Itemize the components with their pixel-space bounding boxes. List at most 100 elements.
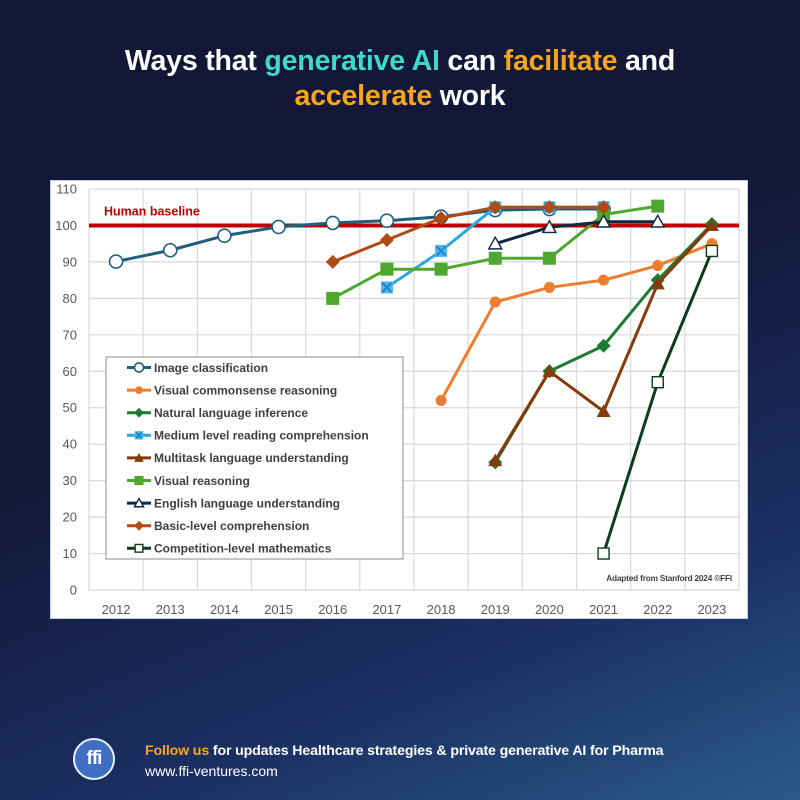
legend-item[interactable]: Visual commonsense reasoning bbox=[127, 383, 337, 397]
y-tick-label: 20 bbox=[63, 510, 77, 525]
x-tick-label: 2017 bbox=[372, 602, 401, 617]
legend-item[interactable]: Medium level reading comprehension bbox=[127, 429, 369, 443]
legend-label: Competition-level mathematics bbox=[154, 542, 332, 556]
logo-text: ffi bbox=[86, 748, 103, 769]
source-annotation: Adapted from Stanford 2024 ©FFI bbox=[606, 573, 732, 583]
follow-us-link[interactable]: Follow us bbox=[145, 743, 210, 759]
y-axis-tick-labels: 0 10 20 30 40 50 60 70 80 90 100 110 bbox=[55, 182, 77, 598]
x-axis-tick-labels: 2012 2013 2014 2015 2016 2017 2018 2019 2020 2021… bbox=[102, 602, 727, 617]
human-baseline: Human baseline bbox=[89, 204, 739, 228]
title-line-1: Ways that generative AI can facilitate a… bbox=[125, 45, 675, 77]
legend-label: Visual commonsense reasoning bbox=[154, 383, 337, 397]
ffi-logo[interactable]: ffi bbox=[73, 738, 115, 780]
series-visual-commonsense-reasoning bbox=[435, 238, 718, 406]
legend-item[interactable]: Image classification bbox=[127, 361, 268, 375]
data-point bbox=[541, 219, 558, 234]
title-text: work bbox=[432, 80, 506, 112]
legend-label: Basic-level comprehension bbox=[154, 519, 309, 533]
data-point bbox=[488, 251, 502, 265]
x-tick-label: 2022 bbox=[643, 602, 672, 617]
data-point bbox=[651, 376, 664, 389]
legend-item[interactable]: Competition-level mathematics bbox=[127, 542, 332, 556]
series-group bbox=[108, 199, 719, 560]
legend-label: Natural language inference bbox=[154, 406, 308, 420]
footer-message: Follow us for updates Healthcare strateg… bbox=[145, 743, 664, 759]
chart-legend: Image classification Visual commonsense r… bbox=[105, 356, 404, 560]
y-tick-label: 70 bbox=[63, 327, 77, 342]
y-tick-label: 110 bbox=[56, 182, 77, 197]
series-line bbox=[439, 242, 713, 402]
x-tick-label: 2013 bbox=[156, 602, 185, 617]
chart-container: 0 10 20 30 40 50 60 70 80 90 100 110 2012 2013 2014 20… bbox=[50, 180, 748, 619]
title-text: can bbox=[439, 45, 504, 77]
y-tick-label: 60 bbox=[63, 364, 77, 379]
data-point bbox=[543, 281, 555, 293]
data-point bbox=[704, 218, 719, 232]
x-tick-label: 2018 bbox=[427, 602, 456, 617]
data-point bbox=[434, 211, 449, 226]
y-tick-label: 90 bbox=[63, 254, 77, 269]
series-line bbox=[494, 220, 658, 246]
data-point bbox=[380, 262, 394, 276]
legend-marker-icon bbox=[134, 520, 144, 531]
x-tick-label: 2021 bbox=[589, 602, 618, 617]
footer-message-text: for updates Healthcare strategies & priv… bbox=[209, 743, 664, 759]
legend-item[interactable]: English language understanding bbox=[127, 496, 340, 510]
data-point bbox=[488, 453, 503, 467]
legend-marker-icon bbox=[134, 407, 144, 418]
series-line bbox=[332, 205, 604, 264]
legend-marker-icon bbox=[134, 453, 144, 462]
legend-marker-icon bbox=[134, 475, 144, 486]
legend-item[interactable]: Basic-level comprehension bbox=[127, 519, 309, 533]
data-point bbox=[380, 281, 393, 294]
title-line-2: accelerate work bbox=[295, 80, 506, 112]
data-point bbox=[650, 213, 666, 228]
data-point bbox=[542, 364, 557, 377]
legend-item[interactable]: Natural language inference bbox=[127, 406, 308, 420]
data-point bbox=[595, 213, 612, 228]
series-basic-level-comprehension bbox=[325, 200, 611, 269]
marker-x bbox=[135, 431, 143, 439]
data-point bbox=[435, 394, 447, 406]
series-multitask-language-understanding bbox=[488, 218, 719, 467]
data-point bbox=[217, 228, 232, 243]
legend-marker-icon bbox=[135, 386, 143, 394]
legend-item[interactable]: Visual reasoning bbox=[127, 474, 250, 488]
data-point bbox=[434, 262, 448, 276]
data-point bbox=[596, 338, 611, 353]
data-point bbox=[596, 200, 611, 215]
data-point bbox=[488, 200, 503, 215]
data-point bbox=[596, 404, 611, 417]
title-text: Ways that bbox=[124, 45, 265, 77]
data-point bbox=[650, 276, 665, 290]
x-tick-label: 2019 bbox=[481, 602, 510, 617]
legend-label: Medium level reading comprehension bbox=[154, 429, 369, 443]
legend-label: Multitask language understanding bbox=[154, 451, 349, 465]
data-point bbox=[162, 242, 178, 258]
data-point bbox=[542, 200, 557, 215]
y-tick-label: 100 bbox=[55, 218, 77, 233]
x-tick-label: 2016 bbox=[318, 602, 347, 617]
series-english-language-understanding bbox=[487, 213, 666, 250]
data-point bbox=[651, 199, 665, 213]
human-baseline-label: Human baseline bbox=[104, 204, 200, 218]
title-text: and bbox=[617, 45, 676, 77]
data-point bbox=[379, 233, 394, 248]
x-tick-label: 2023 bbox=[697, 602, 726, 617]
legend-label: Image classification bbox=[154, 361, 268, 375]
data-point bbox=[379, 213, 395, 229]
series-competition-level-mathematics bbox=[597, 244, 719, 560]
marker-x bbox=[435, 245, 447, 257]
x-tick-label: 2015 bbox=[264, 602, 293, 617]
footer-url[interactable]: www.ffi-ventures.com bbox=[145, 763, 278, 779]
legend-marker-icon bbox=[133, 362, 145, 373]
legend-box bbox=[105, 356, 404, 560]
data-point bbox=[542, 251, 556, 265]
y-tick-label: 10 bbox=[63, 546, 77, 561]
x-tick-label: 2014 bbox=[210, 602, 239, 617]
data-point bbox=[489, 296, 501, 308]
data-point bbox=[705, 244, 719, 258]
y-tick-label: 80 bbox=[63, 291, 77, 306]
legend-item[interactable]: Multitask language understanding bbox=[127, 451, 349, 465]
data-point bbox=[435, 244, 448, 257]
